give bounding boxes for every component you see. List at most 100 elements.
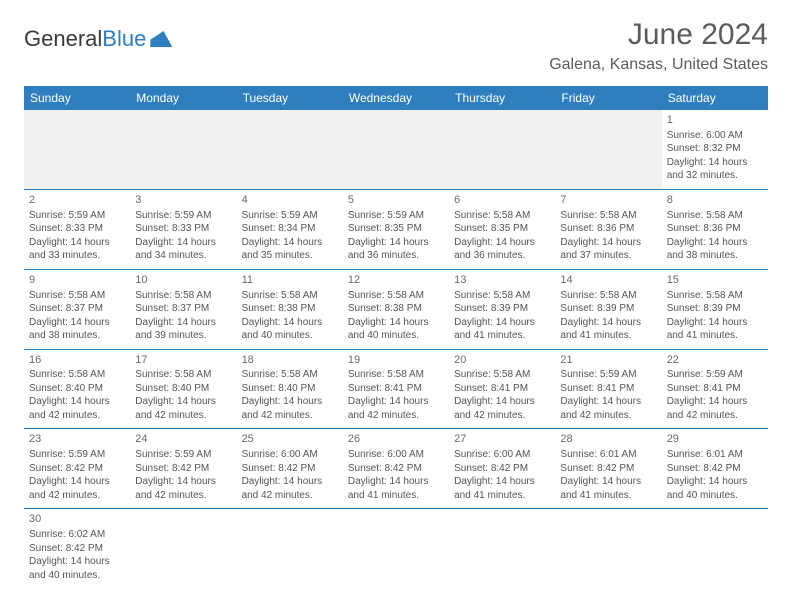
daylight-line: Daylight: 14 hours and 42 minutes. bbox=[454, 395, 550, 422]
calendar-day-cell: 17Sunrise: 5:58 AMSunset: 8:40 PMDayligh… bbox=[130, 349, 236, 429]
calendar-empty-cell bbox=[555, 110, 661, 189]
day-number: 6 bbox=[454, 193, 550, 208]
day-number: 2 bbox=[29, 193, 125, 208]
flag-icon bbox=[150, 31, 172, 47]
sunset-line: Sunset: 8:36 PM bbox=[560, 222, 656, 236]
calendar-day-cell: 11Sunrise: 5:58 AMSunset: 8:38 PMDayligh… bbox=[237, 269, 343, 349]
sunset-line: Sunset: 8:39 PM bbox=[560, 302, 656, 316]
sunset-line: Sunset: 8:41 PM bbox=[667, 382, 763, 396]
day-number: 1 bbox=[667, 113, 763, 128]
calendar-empty-cell bbox=[449, 110, 555, 189]
calendar-day-cell: 4Sunrise: 5:59 AMSunset: 8:34 PMDaylight… bbox=[237, 189, 343, 269]
calendar-day-cell: 13Sunrise: 5:58 AMSunset: 8:39 PMDayligh… bbox=[449, 269, 555, 349]
sunrise-line: Sunrise: 5:58 AM bbox=[29, 289, 125, 303]
sunset-line: Sunset: 8:41 PM bbox=[454, 382, 550, 396]
calendar-day-cell: 1Sunrise: 6:00 AMSunset: 8:32 PMDaylight… bbox=[662, 110, 768, 189]
day-number: 26 bbox=[348, 432, 444, 447]
daylight-line: Daylight: 14 hours and 37 minutes. bbox=[560, 236, 656, 263]
calendar-empty-cell bbox=[555, 509, 661, 588]
sunset-line: Sunset: 8:42 PM bbox=[242, 462, 338, 476]
day-number: 12 bbox=[348, 273, 444, 288]
calendar-day-cell: 28Sunrise: 6:01 AMSunset: 8:42 PMDayligh… bbox=[555, 429, 661, 509]
calendar-day-cell: 5Sunrise: 5:59 AMSunset: 8:35 PMDaylight… bbox=[343, 189, 449, 269]
brand-text-2: Blue bbox=[102, 26, 146, 52]
day-number: 18 bbox=[242, 353, 338, 368]
sunset-line: Sunset: 8:42 PM bbox=[29, 542, 125, 556]
sunrise-line: Sunrise: 5:58 AM bbox=[135, 368, 231, 382]
daylight-line: Daylight: 14 hours and 40 minutes. bbox=[29, 555, 125, 582]
title-block: June 2024 Galena, Kansas, United States bbox=[549, 18, 768, 74]
calendar-day-cell: 21Sunrise: 5:59 AMSunset: 8:41 PMDayligh… bbox=[555, 349, 661, 429]
sunrise-line: Sunrise: 5:58 AM bbox=[667, 209, 763, 223]
calendar-day-cell: 14Sunrise: 5:58 AMSunset: 8:39 PMDayligh… bbox=[555, 269, 661, 349]
sunrise-line: Sunrise: 5:59 AM bbox=[242, 209, 338, 223]
daylight-line: Daylight: 14 hours and 42 minutes. bbox=[29, 395, 125, 422]
daylight-line: Daylight: 14 hours and 35 minutes. bbox=[242, 236, 338, 263]
daylight-line: Daylight: 14 hours and 40 minutes. bbox=[348, 316, 444, 343]
day-number: 8 bbox=[667, 193, 763, 208]
day-number: 5 bbox=[348, 193, 444, 208]
sunrise-line: Sunrise: 5:59 AM bbox=[29, 448, 125, 462]
weekday-header: Wednesday bbox=[343, 86, 449, 110]
calendar-empty-cell bbox=[662, 509, 768, 588]
calendar-day-cell: 7Sunrise: 5:58 AMSunset: 8:36 PMDaylight… bbox=[555, 189, 661, 269]
sunset-line: Sunset: 8:33 PM bbox=[29, 222, 125, 236]
sunset-line: Sunset: 8:39 PM bbox=[454, 302, 550, 316]
weekday-header: Sunday bbox=[24, 86, 130, 110]
calendar-empty-cell bbox=[237, 509, 343, 588]
sunrise-line: Sunrise: 5:59 AM bbox=[135, 209, 231, 223]
calendar-week-row: 2Sunrise: 5:59 AMSunset: 8:33 PMDaylight… bbox=[24, 189, 768, 269]
sunset-line: Sunset: 8:42 PM bbox=[29, 462, 125, 476]
daylight-line: Daylight: 14 hours and 42 minutes. bbox=[135, 395, 231, 422]
sunrise-line: Sunrise: 5:58 AM bbox=[454, 368, 550, 382]
daylight-line: Daylight: 14 hours and 39 minutes. bbox=[135, 316, 231, 343]
daylight-line: Daylight: 14 hours and 42 minutes. bbox=[135, 475, 231, 502]
month-title: June 2024 bbox=[549, 18, 768, 52]
sunrise-line: Sunrise: 5:58 AM bbox=[242, 368, 338, 382]
weekday-header-row: SundayMondayTuesdayWednesdayThursdayFrid… bbox=[24, 86, 768, 110]
day-number: 21 bbox=[560, 353, 656, 368]
day-number: 17 bbox=[135, 353, 231, 368]
daylight-line: Daylight: 14 hours and 36 minutes. bbox=[348, 236, 444, 263]
sunrise-line: Sunrise: 6:00 AM bbox=[348, 448, 444, 462]
calendar-day-cell: 18Sunrise: 5:58 AMSunset: 8:40 PMDayligh… bbox=[237, 349, 343, 429]
sunset-line: Sunset: 8:42 PM bbox=[348, 462, 444, 476]
sunset-line: Sunset: 8:40 PM bbox=[29, 382, 125, 396]
daylight-line: Daylight: 14 hours and 33 minutes. bbox=[29, 236, 125, 263]
sunset-line: Sunset: 8:41 PM bbox=[348, 382, 444, 396]
sunset-line: Sunset: 8:38 PM bbox=[348, 302, 444, 316]
sunrise-line: Sunrise: 5:59 AM bbox=[135, 448, 231, 462]
calendar-day-cell: 30Sunrise: 6:02 AMSunset: 8:42 PMDayligh… bbox=[24, 509, 130, 588]
daylight-line: Daylight: 14 hours and 42 minutes. bbox=[29, 475, 125, 502]
sunset-line: Sunset: 8:42 PM bbox=[454, 462, 550, 476]
sunrise-line: Sunrise: 5:58 AM bbox=[454, 209, 550, 223]
sunset-line: Sunset: 8:40 PM bbox=[242, 382, 338, 396]
calendar-week-row: 9Sunrise: 5:58 AMSunset: 8:37 PMDaylight… bbox=[24, 269, 768, 349]
daylight-line: Daylight: 14 hours and 42 minutes. bbox=[242, 395, 338, 422]
calendar-week-row: 30Sunrise: 6:02 AMSunset: 8:42 PMDayligh… bbox=[24, 509, 768, 588]
daylight-line: Daylight: 14 hours and 42 minutes. bbox=[348, 395, 444, 422]
calendar-day-cell: 6Sunrise: 5:58 AMSunset: 8:35 PMDaylight… bbox=[449, 189, 555, 269]
sunset-line: Sunset: 8:33 PM bbox=[135, 222, 231, 236]
calendar-empty-cell bbox=[130, 110, 236, 189]
daylight-line: Daylight: 14 hours and 41 minutes. bbox=[348, 475, 444, 502]
day-number: 7 bbox=[560, 193, 656, 208]
calendar-day-cell: 10Sunrise: 5:58 AMSunset: 8:37 PMDayligh… bbox=[130, 269, 236, 349]
calendar-week-row: 16Sunrise: 5:58 AMSunset: 8:40 PMDayligh… bbox=[24, 349, 768, 429]
sunset-line: Sunset: 8:42 PM bbox=[560, 462, 656, 476]
calendar-day-cell: 27Sunrise: 6:00 AMSunset: 8:42 PMDayligh… bbox=[449, 429, 555, 509]
weekday-header: Saturday bbox=[662, 86, 768, 110]
sunset-line: Sunset: 8:38 PM bbox=[242, 302, 338, 316]
day-number: 9 bbox=[29, 273, 125, 288]
calendar-day-cell: 25Sunrise: 6:00 AMSunset: 8:42 PMDayligh… bbox=[237, 429, 343, 509]
daylight-line: Daylight: 14 hours and 38 minutes. bbox=[667, 236, 763, 263]
daylight-line: Daylight: 14 hours and 41 minutes. bbox=[667, 316, 763, 343]
calendar-day-cell: 15Sunrise: 5:58 AMSunset: 8:39 PMDayligh… bbox=[662, 269, 768, 349]
day-number: 30 bbox=[29, 512, 125, 527]
calendar-table: SundayMondayTuesdayWednesdayThursdayFrid… bbox=[24, 86, 768, 588]
calendar-empty-cell bbox=[449, 509, 555, 588]
calendar-week-row: 23Sunrise: 5:59 AMSunset: 8:42 PMDayligh… bbox=[24, 429, 768, 509]
day-number: 10 bbox=[135, 273, 231, 288]
daylight-line: Daylight: 14 hours and 42 minutes. bbox=[242, 475, 338, 502]
day-number: 3 bbox=[135, 193, 231, 208]
